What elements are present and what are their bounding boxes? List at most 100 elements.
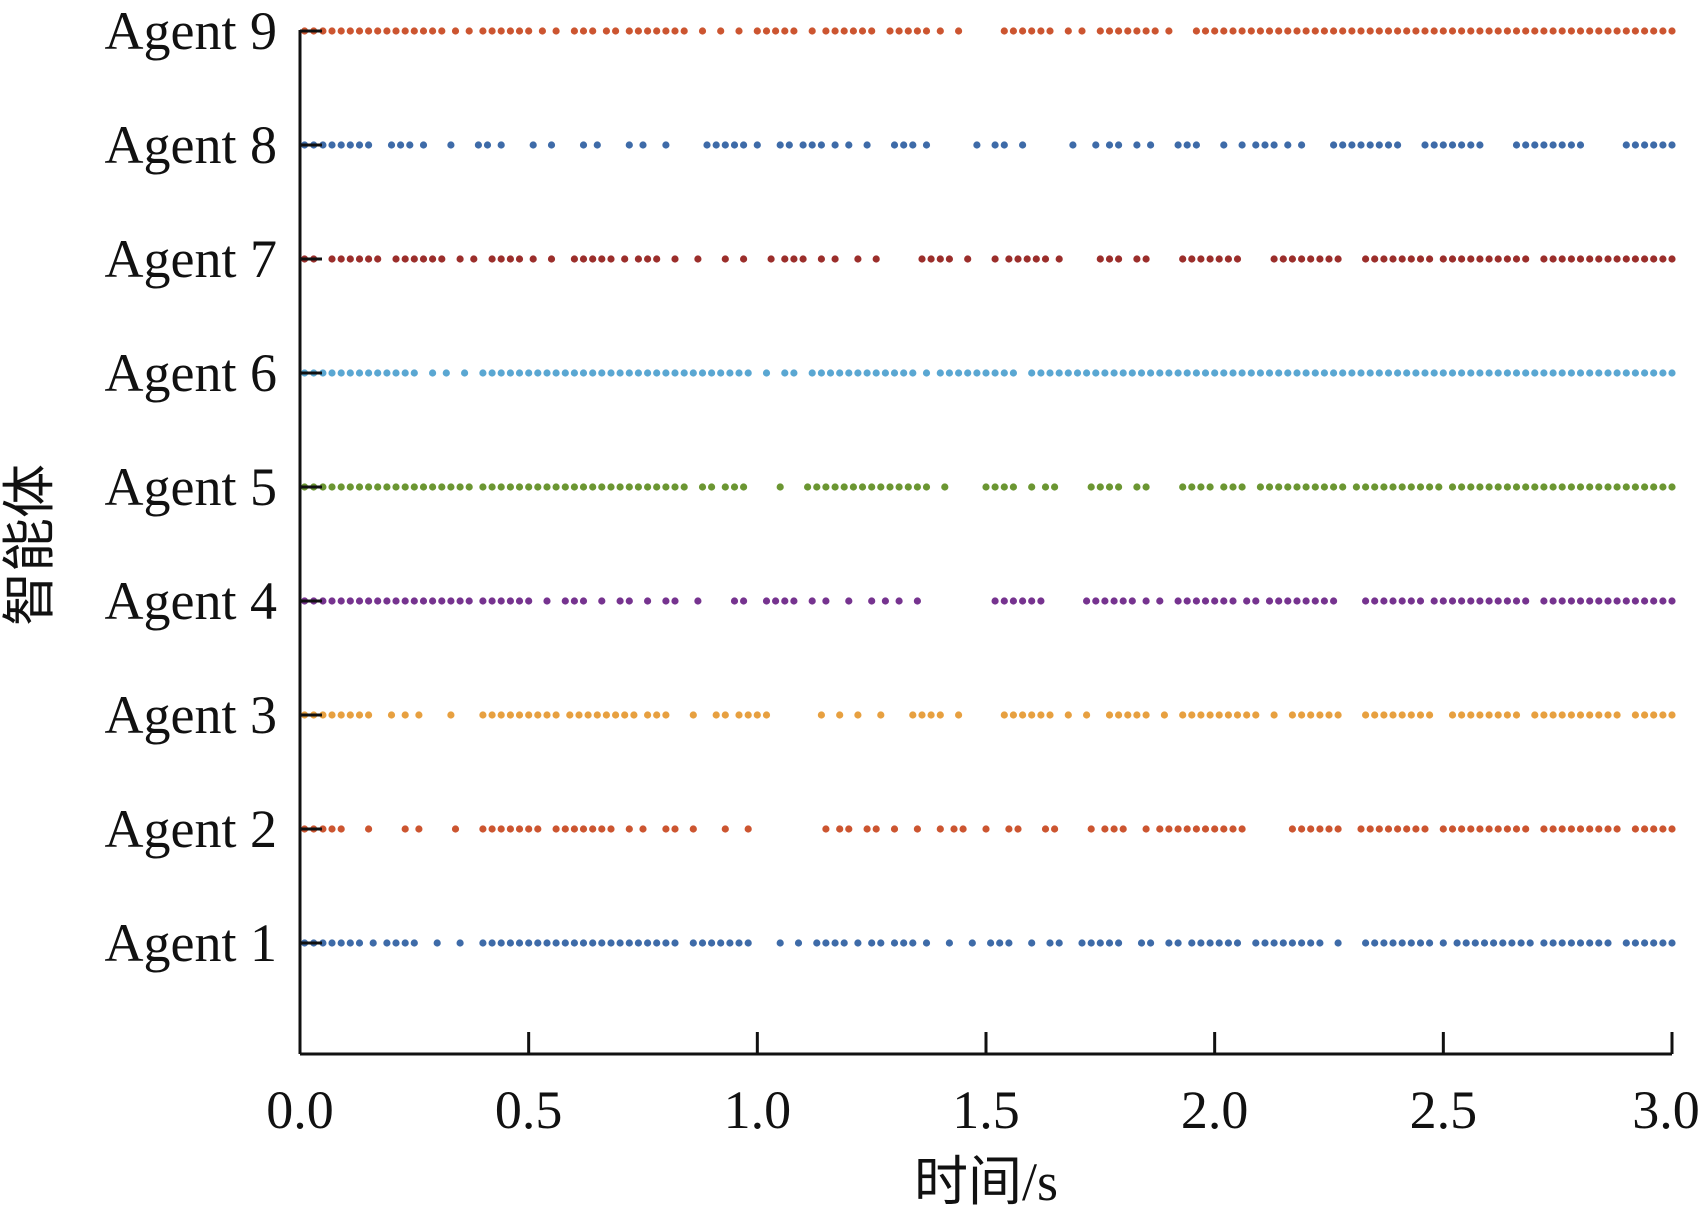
event-point (1288, 255, 1296, 263)
x-tick-label: 1.5 (952, 1080, 1020, 1140)
event-point (895, 597, 903, 605)
event-point (1293, 27, 1301, 35)
event-point (387, 141, 396, 149)
event-point (762, 711, 771, 719)
event-point (515, 27, 524, 35)
event-point (909, 939, 917, 947)
event-point (319, 939, 327, 947)
event-point (1188, 711, 1196, 719)
event-point (1206, 939, 1214, 947)
event-point (1659, 825, 1667, 833)
event-point (1197, 255, 1205, 263)
event-point (570, 483, 579, 491)
event-point (721, 255, 729, 263)
event-point (1485, 483, 1493, 491)
event-point (927, 711, 935, 719)
event-point (1631, 27, 1639, 35)
event-point (1403, 27, 1411, 35)
axes (298, 30, 1672, 1056)
event-point (625, 597, 633, 605)
event-point (1092, 141, 1100, 149)
event-point (383, 483, 391, 491)
event-point (1522, 825, 1530, 833)
event-point (625, 141, 633, 149)
event-point (579, 27, 588, 35)
event-point (1595, 369, 1603, 377)
event-point (346, 939, 354, 947)
event-point (826, 369, 835, 377)
event-point (1394, 141, 1402, 149)
event-point (790, 255, 798, 263)
event-point (881, 597, 890, 605)
event-point (1453, 939, 1461, 947)
event-point (1375, 141, 1383, 149)
event-point (1650, 255, 1658, 263)
event-point (543, 483, 551, 491)
event-point (644, 483, 652, 491)
event-point (922, 939, 931, 947)
event-point (1179, 255, 1187, 263)
event-point (1430, 597, 1438, 605)
event-point (1055, 255, 1063, 263)
event-point (488, 483, 496, 491)
event-point (392, 255, 400, 263)
event-point (534, 711, 542, 719)
event-point (662, 939, 670, 947)
event-point (1613, 369, 1621, 377)
event-point (1261, 141, 1269, 149)
event-point (1339, 369, 1347, 377)
event-point (1041, 255, 1050, 263)
event-point (1028, 597, 1036, 605)
event-point (1595, 27, 1603, 35)
event-point (579, 483, 588, 491)
event-point (1659, 141, 1667, 149)
event-point (525, 27, 533, 35)
event-point (1485, 27, 1493, 35)
event-point (1009, 27, 1018, 35)
event-point (1604, 27, 1612, 35)
event-point (1480, 939, 1489, 947)
event-point (1494, 825, 1502, 833)
event-point (1522, 255, 1530, 263)
event-point (589, 939, 597, 947)
event-point (854, 939, 862, 947)
event-point (570, 369, 579, 377)
event-point (1352, 483, 1360, 491)
event-point (1668, 255, 1676, 263)
event-point (1540, 483, 1548, 491)
event-point (1558, 711, 1566, 719)
event-point (497, 711, 505, 719)
y-category-labels: Agent 1 Agent 2 Agent 3 Agent 4 Agent 5 Agent… (105, 1, 277, 973)
event-point (1165, 27, 1173, 35)
event-point (438, 597, 446, 605)
event-point (355, 255, 364, 263)
event-point (1439, 825, 1447, 833)
event-point (319, 369, 327, 377)
event-point (1558, 597, 1566, 605)
event-point (429, 597, 437, 605)
event-point (950, 825, 958, 833)
event-point (374, 255, 382, 263)
event-point (419, 27, 428, 35)
event-point (644, 255, 652, 263)
event-point (479, 483, 487, 491)
event-point (1215, 255, 1223, 263)
event-point (1426, 483, 1434, 491)
event-point (1320, 27, 1328, 35)
event-point (1549, 597, 1557, 605)
event-point (319, 141, 327, 149)
event-point (355, 141, 364, 149)
event-point (1275, 597, 1283, 605)
event-point (1137, 369, 1146, 377)
event-point (900, 369, 908, 377)
event-point (374, 369, 382, 377)
event-point (1316, 711, 1324, 719)
event-point (1307, 825, 1315, 833)
event-point (419, 141, 428, 149)
event-point (1458, 27, 1466, 35)
event-point (1192, 141, 1200, 149)
event-point (1211, 369, 1219, 377)
event-point (374, 597, 382, 605)
event-point (1430, 141, 1438, 149)
event-point (708, 939, 716, 947)
